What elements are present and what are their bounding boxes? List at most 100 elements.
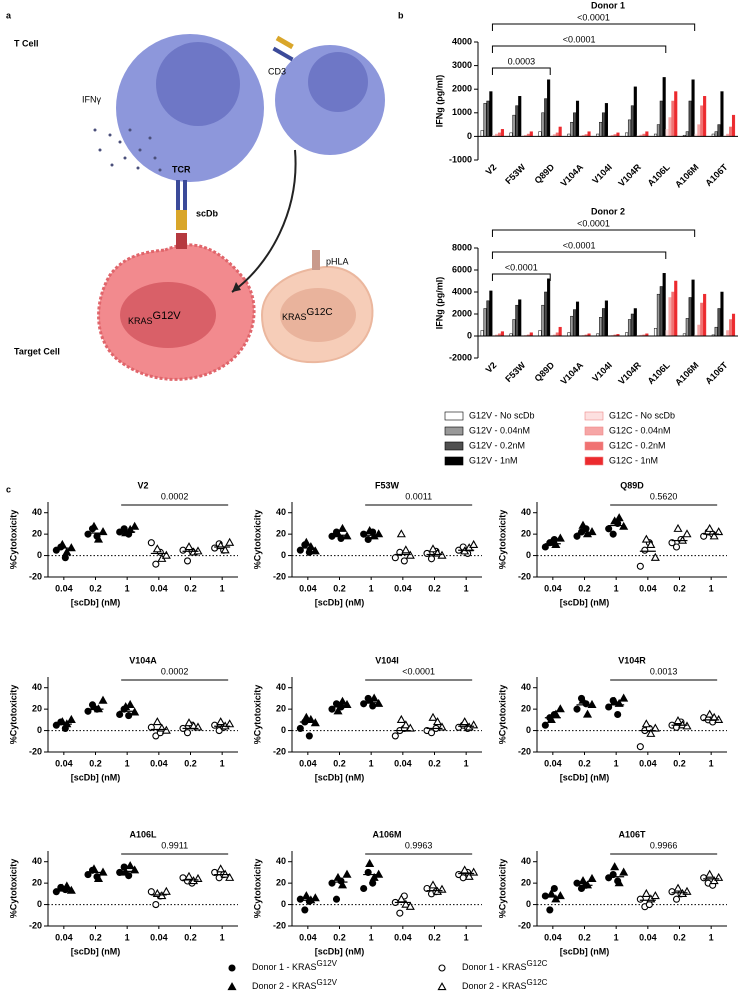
nucleus: [308, 52, 368, 112]
point: [673, 523, 683, 532]
y-tick-label: 0: [526, 899, 531, 909]
y-tick-label: -20: [273, 746, 286, 756]
point: [464, 871, 474, 880]
chart-title: Q89D: [620, 480, 644, 490]
point: [301, 906, 309, 914]
point: [374, 869, 384, 878]
panel-label: c: [6, 484, 11, 494]
point: [551, 709, 561, 718]
p-value: 0.0002: [161, 666, 189, 676]
x-tick-label: 0.2: [673, 583, 686, 593]
y-axis-label: IFNg (pg/ml): [434, 75, 444, 128]
point: [578, 876, 588, 885]
x-tick-label: 0.2: [184, 758, 197, 768]
point: [184, 718, 194, 727]
x-tick-label: A106M: [673, 360, 701, 388]
bar: [645, 131, 649, 137]
point: [672, 543, 681, 551]
legend-label: Donor 1 - KRAS: [462, 962, 527, 972]
x-tick-label: 0.04: [639, 583, 657, 593]
bar: [625, 132, 629, 137]
point: [668, 888, 676, 896]
bar: [691, 79, 695, 137]
legend-label: G12C: [527, 959, 548, 968]
y-tick-label: 20: [521, 529, 531, 539]
x-tick-label: 0.2: [89, 932, 102, 942]
x-tick-label: 0.2: [673, 932, 686, 942]
legend-label: Donor 1 - KRASG12V: [252, 959, 338, 973]
point: [469, 539, 479, 549]
p-value: 0.9966: [650, 840, 678, 850]
bar: [691, 279, 695, 337]
point: [641, 888, 651, 898]
y-tick-label: 0: [526, 725, 531, 735]
y-axis-label: %Cytotoxicity: [8, 510, 18, 570]
legend-label: Donor 2 - KRASG12C: [462, 978, 548, 992]
legend-marker: [437, 982, 447, 991]
x-axis-label: [scDb] (nM): [315, 772, 365, 782]
y-axis-label: %Cytotoxicity: [252, 859, 262, 919]
p-value: 0.5620: [650, 491, 678, 501]
chart-title: A106M: [372, 829, 401, 839]
y-tick-label: -20: [29, 746, 42, 756]
bar: [659, 100, 663, 137]
point: [52, 888, 60, 896]
x-tick-label: 0.2: [89, 583, 102, 593]
bar: [500, 129, 504, 137]
bar: [697, 324, 701, 337]
x-axis-label: [scDb] (nM): [560, 772, 610, 782]
x-tick-label: 1: [220, 583, 225, 593]
point: [555, 704, 565, 713]
bar: [500, 331, 504, 337]
label: KRASG12C: [282, 307, 333, 322]
point: [427, 729, 436, 737]
bar: [544, 98, 548, 137]
bar: [720, 291, 724, 337]
legend-label: G12V: [317, 978, 338, 987]
y-tick-label: -20: [29, 920, 42, 930]
y-tick-label: 0: [37, 725, 42, 735]
label: KRAS: [282, 312, 307, 322]
bar: [627, 119, 632, 137]
x-tick-label: 1: [464, 932, 469, 942]
comparison-bracket: [491, 45, 667, 53]
point: [57, 539, 67, 549]
bar: [541, 112, 545, 137]
point: [360, 884, 368, 893]
y-tick-label: 0: [281, 550, 286, 560]
bar: [671, 291, 675, 337]
label: G12V: [153, 310, 182, 322]
point: [460, 865, 470, 874]
point: [614, 513, 624, 522]
p-value: <0.0001: [402, 666, 435, 676]
point: [328, 879, 336, 887]
y-tick-label: -20: [273, 571, 286, 581]
y-tick-label: 40: [521, 856, 531, 866]
point: [668, 539, 676, 547]
bar: [717, 308, 721, 337]
x-axis-label: [scDb] (nM): [315, 946, 365, 956]
point: [460, 717, 470, 726]
bar: [700, 302, 704, 337]
bar: [616, 132, 620, 137]
comparison-bracket: [491, 67, 551, 75]
bar: [668, 297, 672, 337]
bar: [547, 278, 551, 337]
bar: [668, 117, 672, 137]
bar: [674, 91, 678, 137]
point: [619, 693, 629, 702]
point: [587, 699, 597, 709]
legend-label: G12V: [317, 959, 338, 968]
y-tick-label: 2000: [452, 308, 472, 318]
y-tick-label: 0: [37, 899, 42, 909]
bar: [489, 290, 493, 337]
x-tick-label: 0.2: [578, 932, 591, 942]
tcr: [183, 180, 187, 210]
point: [342, 869, 352, 878]
bar: [529, 131, 533, 137]
legend-label: Donor 1 - KRASG12C: [462, 959, 548, 973]
bar: [483, 103, 487, 137]
x-tick-label: 1: [220, 932, 225, 942]
point: [360, 530, 368, 538]
point: [646, 728, 656, 737]
